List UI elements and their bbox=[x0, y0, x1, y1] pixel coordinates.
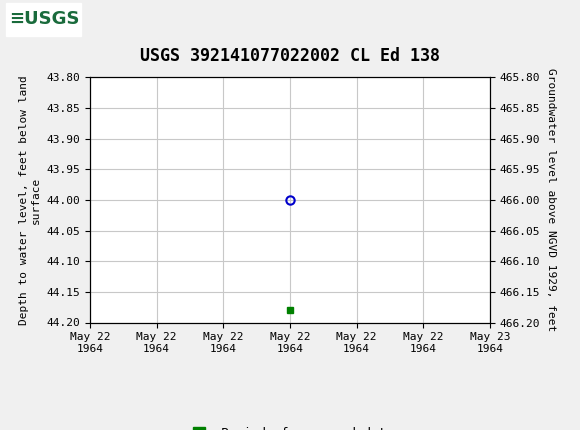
Text: USGS 392141077022002 CL Ed 138: USGS 392141077022002 CL Ed 138 bbox=[140, 47, 440, 65]
Legend: Period of approved data: Period of approved data bbox=[181, 422, 399, 430]
Y-axis label: Groundwater level above NGVD 1929, feet: Groundwater level above NGVD 1929, feet bbox=[546, 68, 556, 332]
Text: ≡USGS: ≡USGS bbox=[9, 10, 79, 28]
Y-axis label: Depth to water level, feet below land
surface: Depth to water level, feet below land su… bbox=[19, 75, 41, 325]
FancyBboxPatch shape bbox=[6, 3, 81, 36]
